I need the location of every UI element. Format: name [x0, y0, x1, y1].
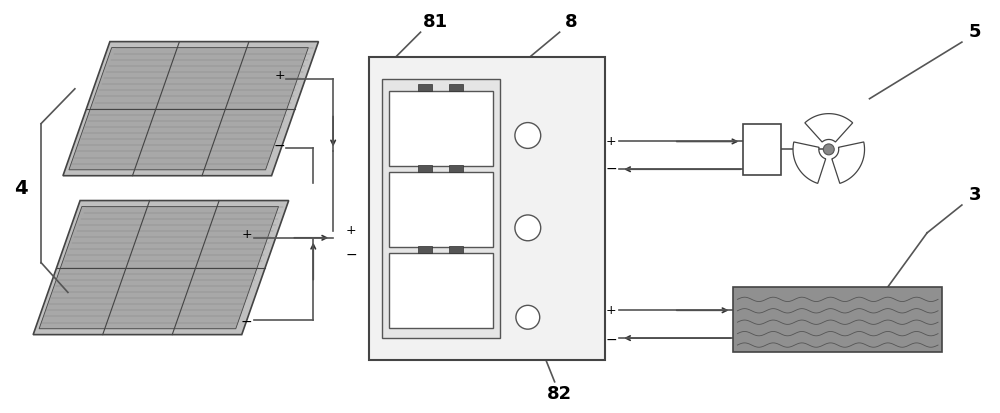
Text: 5: 5: [969, 23, 981, 41]
Circle shape: [516, 305, 540, 329]
Text: −: −: [605, 162, 617, 176]
Bar: [369, 57, 605, 360]
Bar: [449, 165, 463, 172]
Bar: [382, 79, 500, 338]
Polygon shape: [832, 142, 865, 183]
Text: +: +: [606, 135, 617, 148]
Text: +: +: [606, 304, 617, 317]
Text: +: +: [241, 228, 252, 241]
Bar: [418, 165, 432, 172]
Text: 4: 4: [14, 179, 28, 198]
Polygon shape: [805, 114, 853, 142]
Bar: [449, 84, 463, 91]
Text: −: −: [345, 248, 357, 262]
Bar: [389, 91, 493, 166]
Text: −: −: [241, 315, 253, 329]
Bar: [733, 287, 942, 352]
Text: 81: 81: [423, 13, 448, 31]
Polygon shape: [33, 201, 289, 335]
Text: −: −: [274, 138, 285, 152]
Bar: [418, 246, 432, 253]
Bar: [418, 84, 432, 91]
Text: 8: 8: [565, 13, 578, 31]
Polygon shape: [793, 142, 826, 183]
Text: 3: 3: [969, 186, 981, 204]
Bar: [743, 123, 781, 175]
Circle shape: [823, 144, 834, 155]
Polygon shape: [63, 42, 318, 176]
Polygon shape: [69, 47, 308, 170]
Text: +: +: [274, 69, 285, 82]
Text: 82: 82: [547, 385, 572, 403]
Polygon shape: [39, 206, 279, 329]
Bar: [389, 172, 493, 247]
Circle shape: [515, 123, 541, 148]
Bar: [389, 253, 493, 328]
Text: −: −: [605, 333, 617, 347]
Circle shape: [515, 215, 541, 241]
Bar: [449, 246, 463, 253]
Text: +: +: [346, 224, 356, 237]
